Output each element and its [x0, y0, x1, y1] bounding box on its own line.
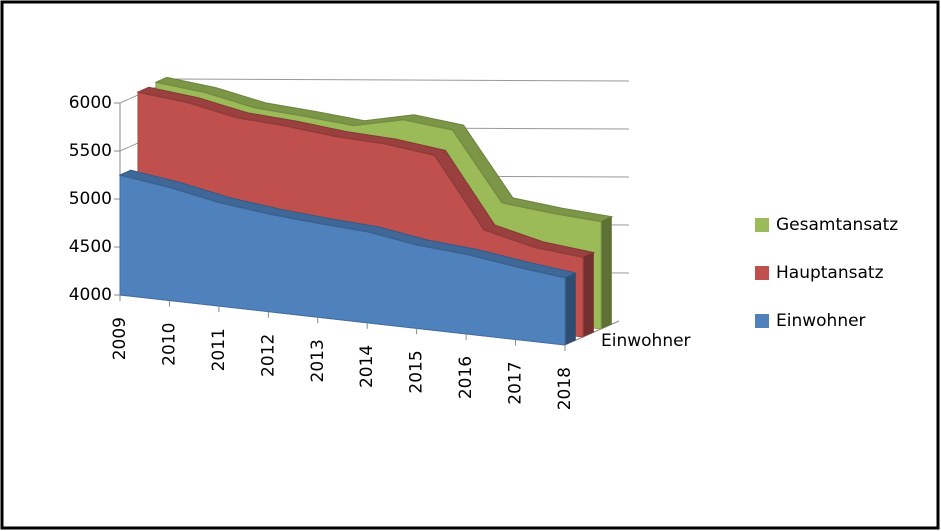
x-tick-label: 2013 [308, 339, 328, 382]
x-tick-label: 2014 [357, 345, 377, 388]
area-side [583, 252, 594, 337]
x-tick-label: 2009 [110, 317, 130, 360]
legend-label: Gesamtansatz [776, 215, 898, 235]
y-tick-label: 4000 [69, 285, 112, 305]
y-tick-label: 5500 [69, 141, 112, 161]
area-edge [137, 91, 584, 259]
x-tick-label: 2017 [506, 361, 526, 404]
x-tick-label: 2012 [258, 334, 278, 377]
legend-swatch [755, 218, 769, 232]
area-side [565, 273, 576, 345]
area-edge [119, 174, 566, 279]
x-tick-label: 2018 [555, 367, 575, 410]
x-tick-label: 2016 [456, 356, 476, 399]
legend-label: Hauptansatz [776, 263, 884, 283]
x-tick-label: 2010 [159, 323, 179, 366]
area-edge [155, 81, 602, 223]
depth-label: Einwohner [601, 331, 691, 351]
y-tick-label: 6000 [69, 93, 112, 113]
x-tick-label: 2015 [407, 350, 427, 393]
area-side [601, 216, 612, 329]
legend-swatch [755, 314, 769, 328]
y-tick-label: 5000 [69, 189, 112, 209]
x-tick-label: 2011 [209, 328, 229, 371]
y-tick-label: 4500 [69, 237, 112, 257]
legend-swatch [755, 266, 769, 280]
legend-label: Einwohner [776, 311, 866, 331]
